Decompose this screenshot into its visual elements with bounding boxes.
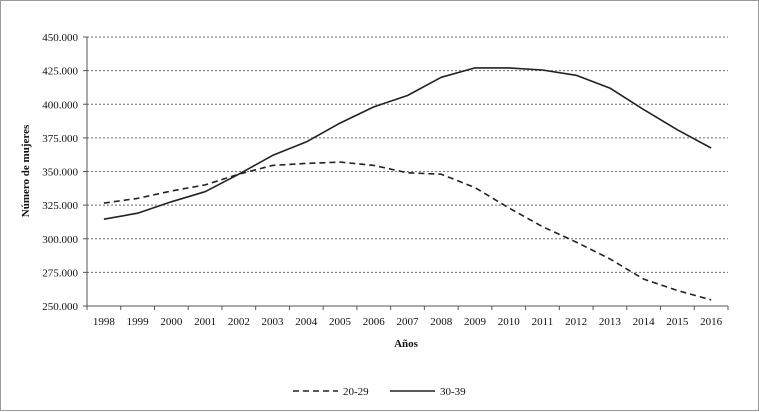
x-tick-label: 2011 [532, 316, 554, 328]
legend-label-20-29: 20-29 [343, 386, 369, 398]
x-tick-label: 1998 [93, 316, 116, 328]
x-axis-title: Años [394, 338, 419, 350]
y-tick-labels: 250.000 275.000 300.000 325.000 350.000 375.0… [42, 32, 78, 313]
x-tick-label: 2014 [633, 316, 656, 328]
series-line-20-29 [103, 161, 712, 301]
y-tick-label: 425.000 [42, 66, 78, 78]
y-tick-label: 350.000 [42, 167, 78, 179]
y-tick-label: 300.000 [42, 234, 78, 246]
series-lines [103, 67, 712, 301]
x-tick-label: 2006 [363, 316, 386, 328]
y-axis-title: Número de mujeres [20, 124, 32, 217]
x-tick-label: 2010 [498, 316, 521, 328]
x-tick-label: 2015 [666, 316, 689, 328]
x-tick-label: 2008 [430, 316, 453, 328]
x-tick-label: 2013 [599, 316, 622, 328]
x-tick-label: 2009 [464, 316, 487, 328]
y-tick-label: 325.000 [42, 200, 78, 212]
grid [87, 36, 728, 273]
y-tick-label: 450.000 [42, 32, 78, 44]
x-tick-label: 2004 [295, 316, 318, 328]
y-tick-label: 250.000 [42, 301, 78, 313]
series-line-30-39 [103, 67, 712, 220]
x-tick-label: 2012 [565, 316, 587, 328]
x-tick-label: 2002 [228, 316, 250, 328]
x-tick-label: 2007 [397, 316, 420, 328]
y-tick-label: 375.000 [42, 133, 78, 145]
x-tick-label: 2005 [329, 316, 352, 328]
x-tick-label: 2016 [700, 316, 723, 328]
x-tick-labels: 1998 1999 2000 2001 2002 2003 2004 2005 2006 2007… [93, 316, 723, 328]
x-tick-label: 2003 [262, 316, 285, 328]
x-tick-label: 1999 [127, 316, 150, 328]
legend: 20-29 30-39 [293, 386, 466, 398]
y-tick-label: 400.000 [42, 99, 78, 111]
y-tick-label: 275.000 [42, 267, 78, 279]
legend-label-30-39: 30-39 [440, 386, 466, 398]
axes [83, 36, 729, 310]
x-tick-label: 2000 [160, 316, 183, 328]
x-tick-label: 2001 [194, 316, 216, 328]
